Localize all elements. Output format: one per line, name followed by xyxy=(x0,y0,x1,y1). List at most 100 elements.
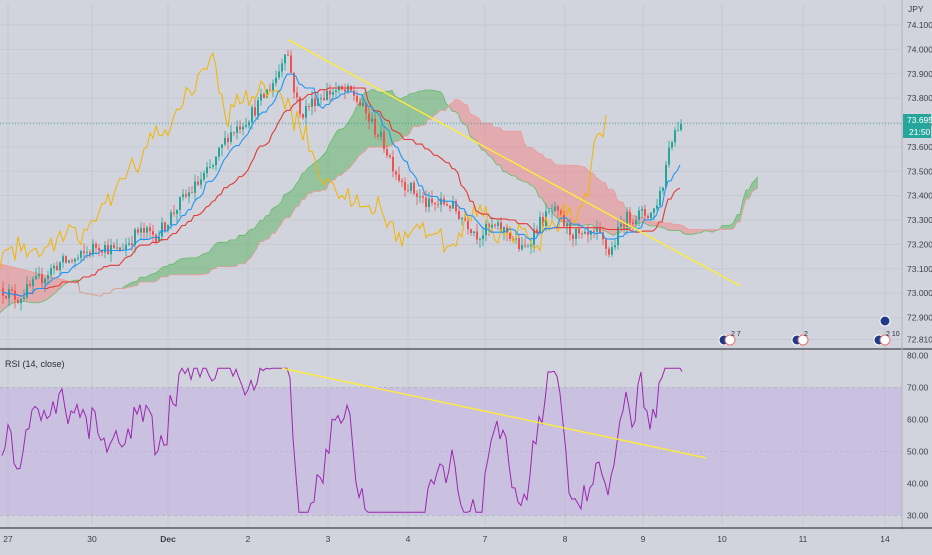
candle-body xyxy=(608,248,610,255)
candle-body xyxy=(401,180,403,182)
candle-body xyxy=(152,231,154,235)
candle-body xyxy=(260,94,262,101)
cloud-segment xyxy=(482,123,485,151)
candle-body xyxy=(662,187,664,191)
cloud-segment xyxy=(686,228,689,235)
cloud-segment xyxy=(620,202,623,233)
cloud-segment xyxy=(224,242,227,267)
candle-body xyxy=(65,256,67,263)
candle-body xyxy=(176,210,178,214)
candle-body xyxy=(584,231,586,234)
candle-body xyxy=(566,223,568,227)
candle-body xyxy=(113,245,115,248)
candle-body xyxy=(68,260,70,263)
candle-body xyxy=(473,231,475,233)
candle-body xyxy=(188,192,190,197)
cloud-segment xyxy=(371,89,374,148)
cloud-segment xyxy=(413,92,416,127)
cloud-segment xyxy=(524,142,527,183)
candle-body xyxy=(302,113,304,118)
candle-body xyxy=(74,258,76,262)
candle-body xyxy=(62,256,64,263)
candle-body xyxy=(362,102,364,106)
cloud-segment xyxy=(419,90,422,127)
cloud-segment xyxy=(134,281,137,286)
cloud-segment xyxy=(269,208,272,239)
cloud-segment xyxy=(548,159,551,209)
candle-body xyxy=(116,247,118,249)
cloud-segment xyxy=(185,257,188,275)
cloud-segment xyxy=(500,127,503,172)
cloud-segment xyxy=(173,261,176,275)
cloud-segment xyxy=(395,95,398,142)
cloud-segment xyxy=(128,282,131,288)
cloud-segment xyxy=(374,89,377,148)
candle-body xyxy=(50,268,52,276)
candle-body xyxy=(167,225,169,231)
cloud-segment xyxy=(689,229,692,235)
candle-body xyxy=(581,233,583,235)
cloud-segment xyxy=(506,131,509,175)
candle-body xyxy=(611,247,613,255)
candle-body xyxy=(41,273,43,284)
cloud-segment xyxy=(3,264,6,310)
candle-body xyxy=(329,90,331,95)
candle-body xyxy=(587,231,589,235)
cloud-segment xyxy=(344,124,347,173)
candle-body xyxy=(182,194,184,197)
candle-body xyxy=(218,147,220,157)
candle-body xyxy=(629,211,631,223)
candle-body xyxy=(425,197,427,208)
rsi-tick-label: 30.00 xyxy=(907,511,929,521)
candle-body xyxy=(392,156,394,172)
cloud-segment xyxy=(386,91,389,148)
time-tick-label: 30 xyxy=(87,534,97,544)
cloud-segment xyxy=(737,214,740,223)
time-tick-label: 3 xyxy=(326,534,331,544)
candle-body xyxy=(407,190,409,191)
cloud-segment xyxy=(557,165,560,221)
candle-body xyxy=(575,228,577,239)
candle-body xyxy=(311,98,313,107)
candle-body xyxy=(194,181,196,193)
cloud-segment xyxy=(212,244,215,270)
candle-body xyxy=(305,105,307,118)
candle-body xyxy=(146,227,148,233)
candle-body xyxy=(491,224,493,228)
cloud-segment xyxy=(176,259,179,275)
price-tick-label: 72.900 xyxy=(907,313,932,323)
time-tick-label: 8 xyxy=(563,534,568,544)
cloud-segment xyxy=(497,127,500,165)
cloud-segment xyxy=(257,220,260,249)
cloud-segment xyxy=(356,103,359,161)
candle-body xyxy=(287,54,289,56)
rsi-panel xyxy=(0,366,902,516)
cloud-segment xyxy=(593,172,596,230)
candle-body xyxy=(272,83,274,91)
cloud-segment xyxy=(680,224,683,234)
cloud-segment xyxy=(464,104,467,126)
candle-body xyxy=(206,167,208,174)
cloud-segment xyxy=(230,239,233,267)
cloud-segment xyxy=(404,96,407,137)
cloud-segment xyxy=(215,242,218,269)
candle-body xyxy=(617,226,619,246)
time-tick-label: 27 xyxy=(3,534,13,544)
price-tick-label: 73.000 xyxy=(907,288,932,298)
cloud-segment xyxy=(533,148,536,190)
cloud-segment xyxy=(575,165,578,226)
candle-body xyxy=(434,202,436,205)
cloud-segment xyxy=(671,223,674,231)
candle-body xyxy=(107,244,109,255)
price-trendline xyxy=(287,39,741,287)
cloud-segment xyxy=(296,180,299,208)
candle-body xyxy=(164,222,166,231)
candle-body xyxy=(623,223,625,227)
candle-body xyxy=(161,222,163,237)
cloud-segment xyxy=(596,177,599,230)
candle-body xyxy=(170,212,172,226)
candle-body xyxy=(221,144,223,148)
cloud-segment xyxy=(293,184,296,212)
cloud-segment xyxy=(539,153,542,199)
